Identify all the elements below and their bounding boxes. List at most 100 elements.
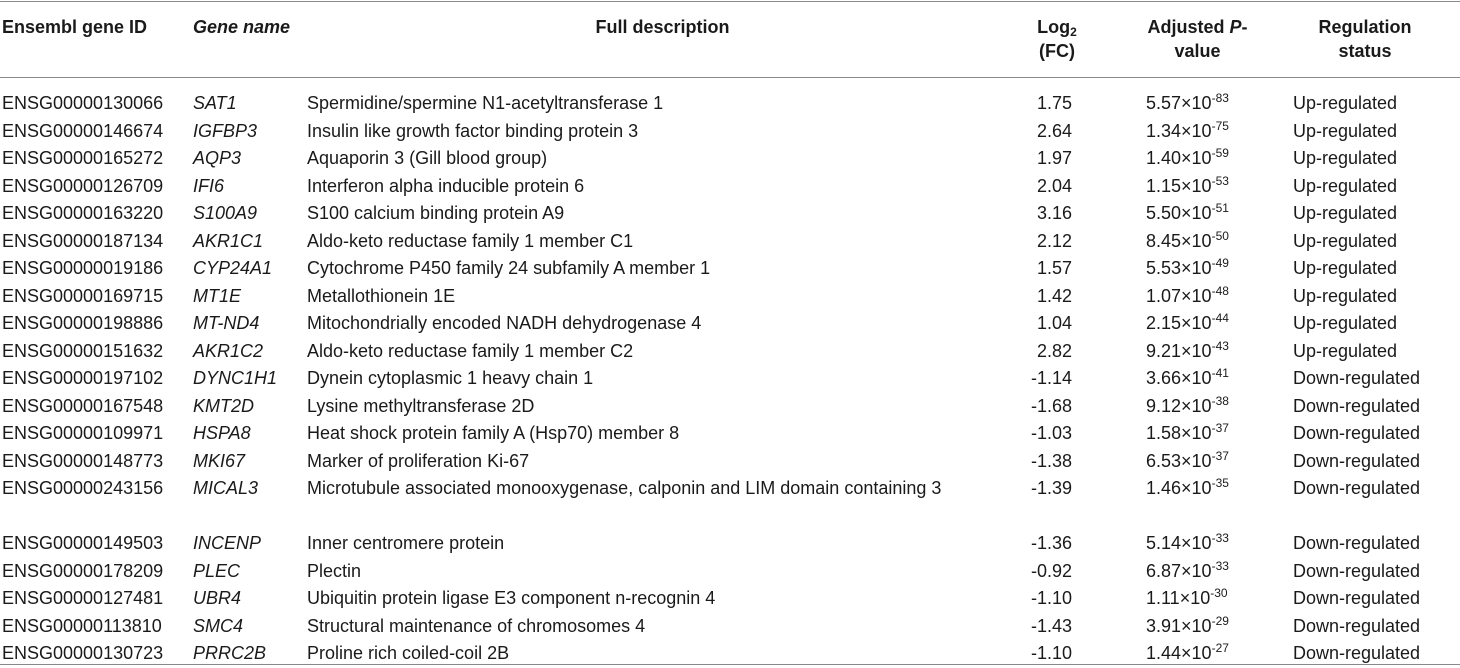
p-mantissa: 1.44×10 [1146, 643, 1212, 663]
cell-description: Dynein cytoplasmic 1 heavy chain 1 [307, 368, 594, 388]
p-mantissa: 1.11×10 [1146, 588, 1211, 608]
cell-ensembl-id: ENSG00000151632 [2, 340, 164, 361]
cell-adjusted-p: 1.40×10-59 [1146, 145, 1229, 173]
cell-gene-name: AQP3 [193, 148, 242, 168]
cell-log2-fc: 1.42 [1036, 285, 1072, 306]
cell-adjusted-p: 5.14×10-33 [1146, 530, 1229, 558]
table-row: ENSG00000167548 KMT2D Lysine methyltransfe… [0, 393, 1460, 421]
cell-gene-name: MICAL3 [193, 478, 259, 498]
cell-ensembl-id: ENSG00000113810 [2, 615, 162, 636]
header-bottom-rule [0, 77, 1460, 78]
header-log2-fc: Log2 (FC) [1012, 15, 1102, 63]
cell-description: Plectin [307, 560, 362, 581]
p-exponent: -53 [1211, 173, 1229, 188]
cell-description: Spermidine/spermine N1-acetyltransferase… [307, 93, 664, 113]
table-row: ENSG00000127481 UBR4 Ubiquitin protein lig… [0, 585, 1460, 613]
header-gene-name: Gene name [193, 17, 291, 37]
cell-log2-fc: 2.04 [1036, 175, 1072, 196]
cell-log2-fc: -1.36 [1030, 533, 1072, 553]
cell-regulation-status: Up-regulated [1293, 230, 1398, 251]
p-mantissa: 1.34×10 [1146, 120, 1212, 141]
table-row: ENSG00000187134 AKR1C1 Aldo-keto reductase… [0, 228, 1460, 256]
cell-regulation-status: Down-regulated [1293, 423, 1421, 443]
p-exponent: -43 [1211, 338, 1229, 353]
cell-log2-fc: 2.64 [1036, 120, 1072, 141]
cell-ensembl-id: ENSG00000148773 [2, 450, 164, 471]
cell-ensembl-id: ENSG00000163220 [2, 203, 164, 223]
cell-ensembl-id: ENSG00000127481 [2, 588, 164, 608]
cell-log2-fc: -1.14 [1030, 368, 1072, 388]
cell-log2-fc: -0.92 [1030, 560, 1072, 581]
header-status-text: status [1338, 41, 1392, 61]
cell-gene-name: IFI6 [193, 175, 225, 196]
cell-gene-name: IGFBP3 [193, 120, 258, 141]
cell-description: Aquaporin 3 (Gill blood group) [307, 148, 548, 168]
table-top-rule [0, 1, 1460, 2]
cell-gene-name: CYP24A1 [193, 258, 273, 278]
cell-log2-fc: -1.68 [1030, 395, 1072, 416]
cell-ensembl-id: ENSG00000019186 [2, 258, 164, 278]
p-exponent: -37 [1211, 448, 1229, 463]
cell-gene-name: AKR1C1 [193, 230, 264, 251]
cell-description: Heat shock protein family A (Hsp70) memb… [307, 423, 680, 443]
p-exponent: -27 [1211, 641, 1229, 655]
cell-regulation-status: Up-regulated [1293, 203, 1398, 223]
p-exponent: -75 [1211, 118, 1229, 133]
p-mantissa: 6.53×10 [1146, 450, 1212, 471]
p-mantissa: 1.07×10 [1146, 285, 1212, 306]
cell-ensembl-id: ENSG00000126709 [2, 175, 164, 196]
table-body: ENSG00000130066 SAT1 Spermidine/spermine N… [0, 90, 1460, 668]
cell-regulation-status: Up-regulated [1293, 258, 1398, 278]
cell-adjusted-p: 5.57×10-83 [1146, 90, 1229, 118]
cell-ensembl-id: ENSG00000243156 [2, 478, 164, 498]
cell-description: Insulin like growth factor binding prote… [307, 120, 639, 141]
cell-log2-fc: 3.16 [1036, 203, 1072, 223]
cell-adjusted-p: 9.21×10-43 [1146, 338, 1229, 366]
cell-log2-fc: 2.12 [1036, 230, 1072, 251]
cell-ensembl-id: ENSG00000197102 [2, 368, 164, 388]
cell-gene-name: MT1E [193, 285, 242, 306]
cell-gene-name: HSPA8 [193, 423, 251, 443]
header-fc-text: (FC) [1039, 41, 1075, 61]
cell-description: Ubiquitin protein ligase E3 component n-… [307, 588, 716, 608]
cell-description: Interferon alpha inducible protein 6 [307, 175, 585, 196]
cell-description: Aldo-keto reductase family 1 member C2 [307, 340, 634, 361]
cell-regulation-status: Down-regulated [1293, 450, 1421, 471]
cell-regulation-status: Down-regulated [1293, 533, 1421, 553]
cell-log2-fc: -1.38 [1030, 450, 1072, 471]
cell-description: Marker of proliferation Ki-67 [307, 450, 530, 471]
cell-gene-name: S100A9 [193, 203, 258, 223]
p-exponent: -33 [1211, 558, 1229, 573]
cell-regulation-status: Up-regulated [1293, 340, 1398, 361]
cell-regulation-status: Down-regulated [1293, 588, 1421, 608]
p-exponent: -50 [1211, 228, 1229, 243]
cell-regulation-status: Down-regulated [1293, 368, 1421, 388]
p-exponent: -51 [1211, 201, 1229, 215]
cell-ensembl-id: ENSG00000187134 [2, 230, 164, 251]
table-row: ENSG00000146674 IGFBP3 Insulin like growth… [0, 118, 1460, 146]
cell-gene-name: SMC4 [193, 615, 244, 636]
header-regulation-status: Regulation status [1290, 15, 1440, 63]
p-mantissa: 5.50×10 [1146, 203, 1212, 223]
cell-regulation-status: Up-regulated [1293, 93, 1398, 113]
p-mantissa: 6.87×10 [1146, 560, 1212, 581]
p-mantissa: 3.66×10 [1146, 368, 1212, 388]
table-row: ENSG00000130066 SAT1 Spermidine/spermine N… [0, 90, 1460, 118]
cell-description: Metallothionein 1E [307, 285, 456, 306]
p-exponent: -30 [1210, 586, 1228, 600]
cell-log2-fc: 1.57 [1036, 258, 1072, 278]
p-exponent: -35 [1211, 476, 1229, 490]
cell-ensembl-id: ENSG00000149503 [2, 533, 164, 553]
cell-log2-fc: -1.10 [1030, 643, 1072, 663]
cell-adjusted-p: 6.87×10-33 [1146, 558, 1229, 586]
p-exponent: -33 [1211, 531, 1229, 545]
table-row: ENSG00000113810 SMC4 Structural maintenanc… [0, 613, 1460, 641]
cell-gene-name: PLEC [193, 560, 241, 581]
p-mantissa: 3.91×10 [1146, 615, 1212, 636]
header-log2-subscript: 2 [1070, 25, 1077, 39]
cell-adjusted-p: 3.66×10-41 [1146, 365, 1229, 393]
cell-gene-name: MKI67 [193, 450, 246, 471]
cell-adjusted-p: 1.44×10-27 [1146, 640, 1229, 668]
p-exponent: -38 [1211, 393, 1229, 408]
cell-log2-fc: 1.97 [1036, 148, 1072, 168]
